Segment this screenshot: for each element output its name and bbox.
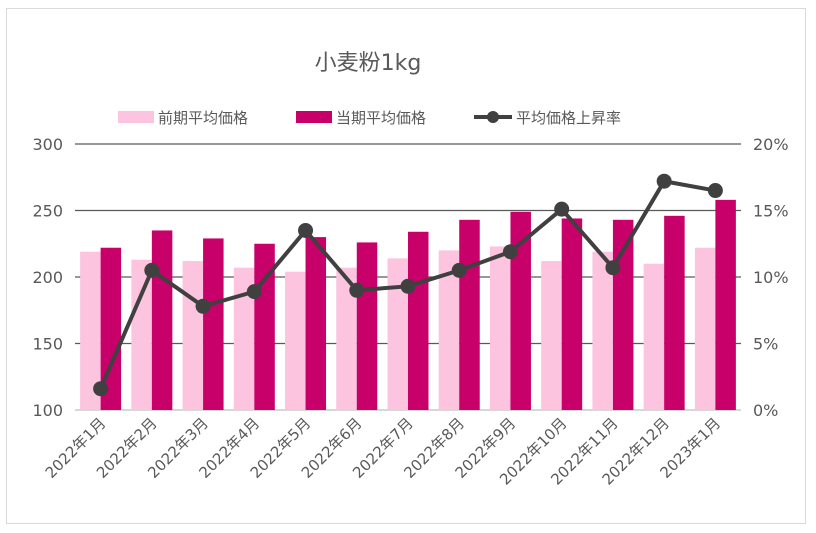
rate-point bbox=[93, 381, 109, 397]
y-tick-label: 250 bbox=[32, 202, 63, 221]
bar-curr bbox=[510, 211, 531, 410]
y2-tick-label: 20% bbox=[753, 135, 789, 154]
bar-prev bbox=[592, 251, 613, 410]
bar-curr bbox=[715, 199, 736, 410]
y2-tick-label: 10% bbox=[753, 268, 789, 287]
rate-point bbox=[246, 284, 262, 300]
chart-title: 小麦粉1kg bbox=[315, 51, 422, 76]
rate-point bbox=[144, 262, 160, 278]
bar-prev bbox=[387, 258, 408, 410]
rate-point bbox=[605, 260, 621, 276]
rate-point bbox=[349, 282, 365, 298]
y2-tick-label: 5% bbox=[753, 335, 778, 354]
legend: 前期平均価格 当期平均価格 平均価格上昇率 bbox=[118, 109, 621, 127]
rate-point bbox=[451, 262, 467, 278]
bar-prev bbox=[131, 259, 152, 410]
bar-curr bbox=[100, 247, 122, 410]
y-tick-label: 100 bbox=[32, 401, 63, 420]
bar-prev bbox=[643, 263, 665, 410]
rate-point bbox=[707, 183, 723, 199]
bar-prev bbox=[694, 247, 716, 410]
bar-curr bbox=[151, 230, 173, 410]
rate-point bbox=[502, 244, 518, 260]
legend-label-prev: 前期平均価格 bbox=[158, 109, 248, 127]
rate-point bbox=[195, 298, 211, 314]
bar-prev bbox=[233, 267, 255, 410]
bar-curr bbox=[408, 231, 429, 410]
legend-marker-rate bbox=[487, 111, 499, 123]
bar-curr bbox=[356, 242, 378, 410]
legend-swatch-curr bbox=[296, 111, 332, 123]
legend-label-curr: 当期平均価格 bbox=[336, 109, 426, 127]
bar-curr bbox=[664, 215, 685, 410]
bar-curr bbox=[305, 237, 327, 410]
bar-prev bbox=[182, 261, 204, 410]
rate-point bbox=[400, 278, 416, 294]
bar-prev bbox=[285, 271, 306, 410]
rate-point bbox=[656, 173, 672, 189]
y-tick-label: 300 bbox=[32, 135, 63, 154]
legend-swatch-prev bbox=[118, 111, 154, 123]
bar-prev bbox=[541, 261, 562, 410]
y2-tick-label: 0% bbox=[753, 401, 778, 420]
y-tick-label: 200 bbox=[32, 268, 63, 287]
bar-curr bbox=[561, 218, 583, 410]
y-tick-label: 150 bbox=[32, 335, 63, 354]
bar-curr bbox=[459, 219, 480, 410]
y2-tick-label: 15% bbox=[753, 202, 789, 221]
bar-prev bbox=[80, 251, 101, 410]
bar-prev bbox=[489, 246, 511, 410]
bar-prev bbox=[336, 267, 357, 410]
bar-curr bbox=[203, 238, 224, 410]
chart-frame bbox=[6, 8, 806, 524]
legend-label-rate: 平均価格上昇率 bbox=[516, 109, 621, 127]
bar-prev bbox=[438, 250, 460, 410]
rate-point bbox=[554, 201, 570, 217]
rate-point bbox=[298, 222, 314, 238]
